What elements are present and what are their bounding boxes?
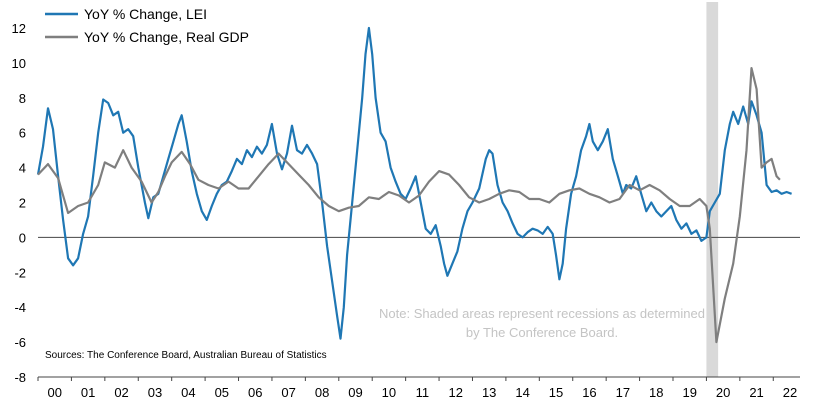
x-tick-label: 12	[449, 385, 463, 400]
x-tick-label: 22	[783, 385, 797, 400]
y-tick-label: 0	[19, 230, 26, 245]
x-tick-label: 07	[281, 385, 295, 400]
x-tick-label: 01	[81, 385, 95, 400]
x-tick-label: 09	[348, 385, 362, 400]
y-tick-label: 10	[12, 56, 26, 71]
series-layer	[36, 26, 792, 344]
x-tick-label: 08	[315, 385, 329, 400]
y-tick-label: 12	[12, 21, 26, 36]
recession-shading	[706, 2, 719, 377]
x-tick-label: 11	[416, 385, 430, 400]
series-line-lei	[36, 26, 792, 340]
y-tick-label: -8	[14, 370, 26, 385]
legend: YoY % Change, LEI YoY % Change, Real GDP	[45, 6, 249, 45]
y-tick-label: -6	[14, 335, 26, 350]
x-tick-label: 18	[649, 385, 663, 400]
y-tick-label: -4	[14, 300, 26, 315]
y-tick-label: 4	[19, 161, 26, 176]
x-tick-label: 15	[549, 385, 563, 400]
legend-label-lei: YoY % Change, LEI	[84, 6, 207, 22]
x-tick-label: 16	[582, 385, 596, 400]
recession-note: Note: Shaded areas represent recessions …	[379, 306, 705, 340]
x-tick-label: 04	[181, 385, 195, 400]
source-note: Sources: The Conference Board, Australia…	[45, 350, 327, 361]
y-tick-label: 8	[19, 91, 26, 106]
x-tick-label: 17	[616, 385, 630, 400]
x-tick-label: 13	[482, 385, 496, 400]
x-tick-label: 10	[382, 385, 396, 400]
y-tick-label: -2	[14, 265, 26, 280]
x-tick-label: 05	[215, 385, 229, 400]
x-tick-label: 02	[114, 385, 128, 400]
x-tick-label: 14	[515, 385, 529, 400]
legend-label-gdp: YoY % Change, Real GDP	[84, 29, 249, 45]
series-line-real-gdp	[37, 66, 781, 344]
x-tick-label: 03	[148, 385, 162, 400]
x-axis: 00 01 02 03 04 05 06 07 08 09 10 11 12 13 14 15 16 17 18 19…	[37, 377, 797, 400]
x-tick-label: 19	[682, 385, 696, 400]
x-tick-label: 20	[716, 385, 730, 400]
y-tick-label: 6	[19, 126, 26, 141]
x-tick-label: 21	[749, 385, 763, 400]
y-axis: -8 -6 -4 -2 0 2 4 6 8 10 12	[12, 21, 26, 385]
y-tick-label: 2	[19, 196, 26, 211]
note-box: Note: Shaded areas represent recessions …	[379, 306, 705, 340]
x-tick-label: 06	[248, 385, 262, 400]
x-tick-label: 00	[47, 385, 61, 400]
